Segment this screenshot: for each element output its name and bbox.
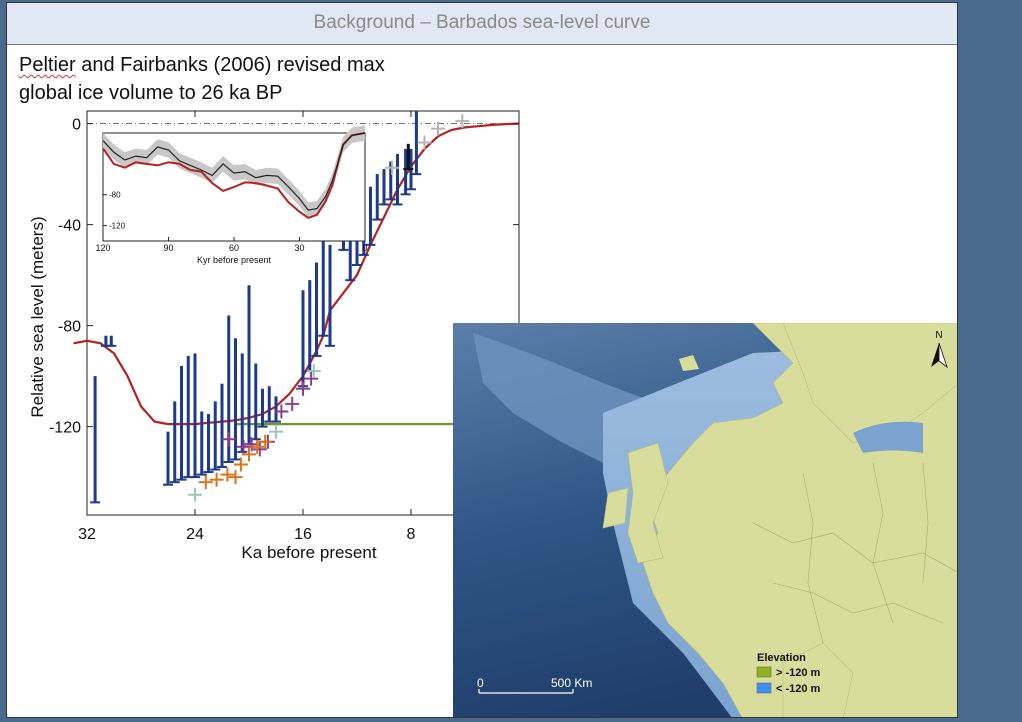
slide: Background – Barbados sea-level curve Pe… (6, 2, 958, 718)
inset-y-tick-label: -80 (109, 191, 121, 200)
y-tick-label: -40 (58, 218, 81, 235)
legend-swatch-below (756, 682, 772, 694)
inset-record-line (102, 132, 366, 211)
map-legend: Elevation > -120 m < -120 m (756, 652, 821, 695)
map-borders (752, 462, 957, 644)
north-arrow-left (931, 343, 939, 367)
inset-x-axis-label: Kyr before present (197, 255, 272, 265)
inset-x-tick-label: 30 (294, 243, 304, 253)
x-tick-label: 8 (407, 526, 416, 543)
sea-level-chart: 120 90 60 30 0 -80 -120 Kyr before present 32 24… (28, 110, 520, 562)
slide-title: Background – Barbados sea-level curve (313, 12, 651, 33)
y-tick-label: 0 (72, 117, 81, 134)
map-land-ireland (602, 487, 629, 529)
map-baltic-sea (853, 421, 923, 453)
north-arrow-label: N (935, 330, 942, 341)
subtitle-author: Peltier (19, 54, 76, 76)
elevation-map: N 0 500 Km Elevation > -120 m < -120 m (453, 323, 957, 717)
x-axis-label: Ka before present (241, 543, 376, 562)
data-points-group (90, 111, 470, 504)
slide-subtitle: Peltier and Fairbanks (2006) revised max… (19, 51, 459, 107)
x-tick-label: 24 (186, 526, 204, 543)
inset-x-tick-label: 0 (362, 243, 367, 253)
title-bar: Background – Barbados sea-level curve (7, 3, 957, 45)
subtitle-line-1: Peltier and Fairbanks (2006) revised max (19, 51, 459, 79)
subtitle-line-2: global ice volume to 26 ka BP (19, 82, 283, 104)
legend-title: Elevation (757, 652, 806, 664)
inset-uncertainty-band (103, 125, 365, 218)
y-axis-label: Relative sea level (meters) (28, 216, 47, 417)
map-land-south (782, 642, 854, 717)
subtitle-line-1-rest: and Fairbanks (2006) revised max (75, 54, 385, 76)
x-tick-label: 32 (78, 526, 96, 543)
map-land-island (679, 355, 699, 371)
inset-y-tick-label: -120 (109, 222, 126, 231)
y-tick-label: -80 (58, 319, 81, 336)
legend-label-below: < -120 m (776, 683, 821, 695)
inset-model-line (102, 132, 366, 220)
inset-chart: 120 90 60 30 0 -80 -120 Kyr before present (95, 125, 368, 265)
map-land-britain (627, 442, 669, 564)
axis-ticks-group: 32 24 16 8 0 -40 -80 -120 (49, 111, 519, 543)
scale-bar: 0 500 Km (477, 676, 592, 694)
scale-bar-end: 500 Km (551, 676, 592, 690)
x-tick-label: 16 (294, 526, 312, 543)
inset-x-tick-label: 90 (163, 243, 173, 253)
legend-label-above: > -120 m (776, 667, 821, 679)
y-tick-label: -120 (49, 420, 81, 437)
scale-bar-zero: 0 (477, 676, 484, 690)
legend-swatch-above (756, 666, 772, 678)
north-arrow: N (931, 330, 948, 369)
inset-x-tick-label: 120 (95, 243, 110, 253)
inset-x-tick-label: 60 (229, 243, 239, 253)
north-arrow-right (938, 342, 948, 369)
